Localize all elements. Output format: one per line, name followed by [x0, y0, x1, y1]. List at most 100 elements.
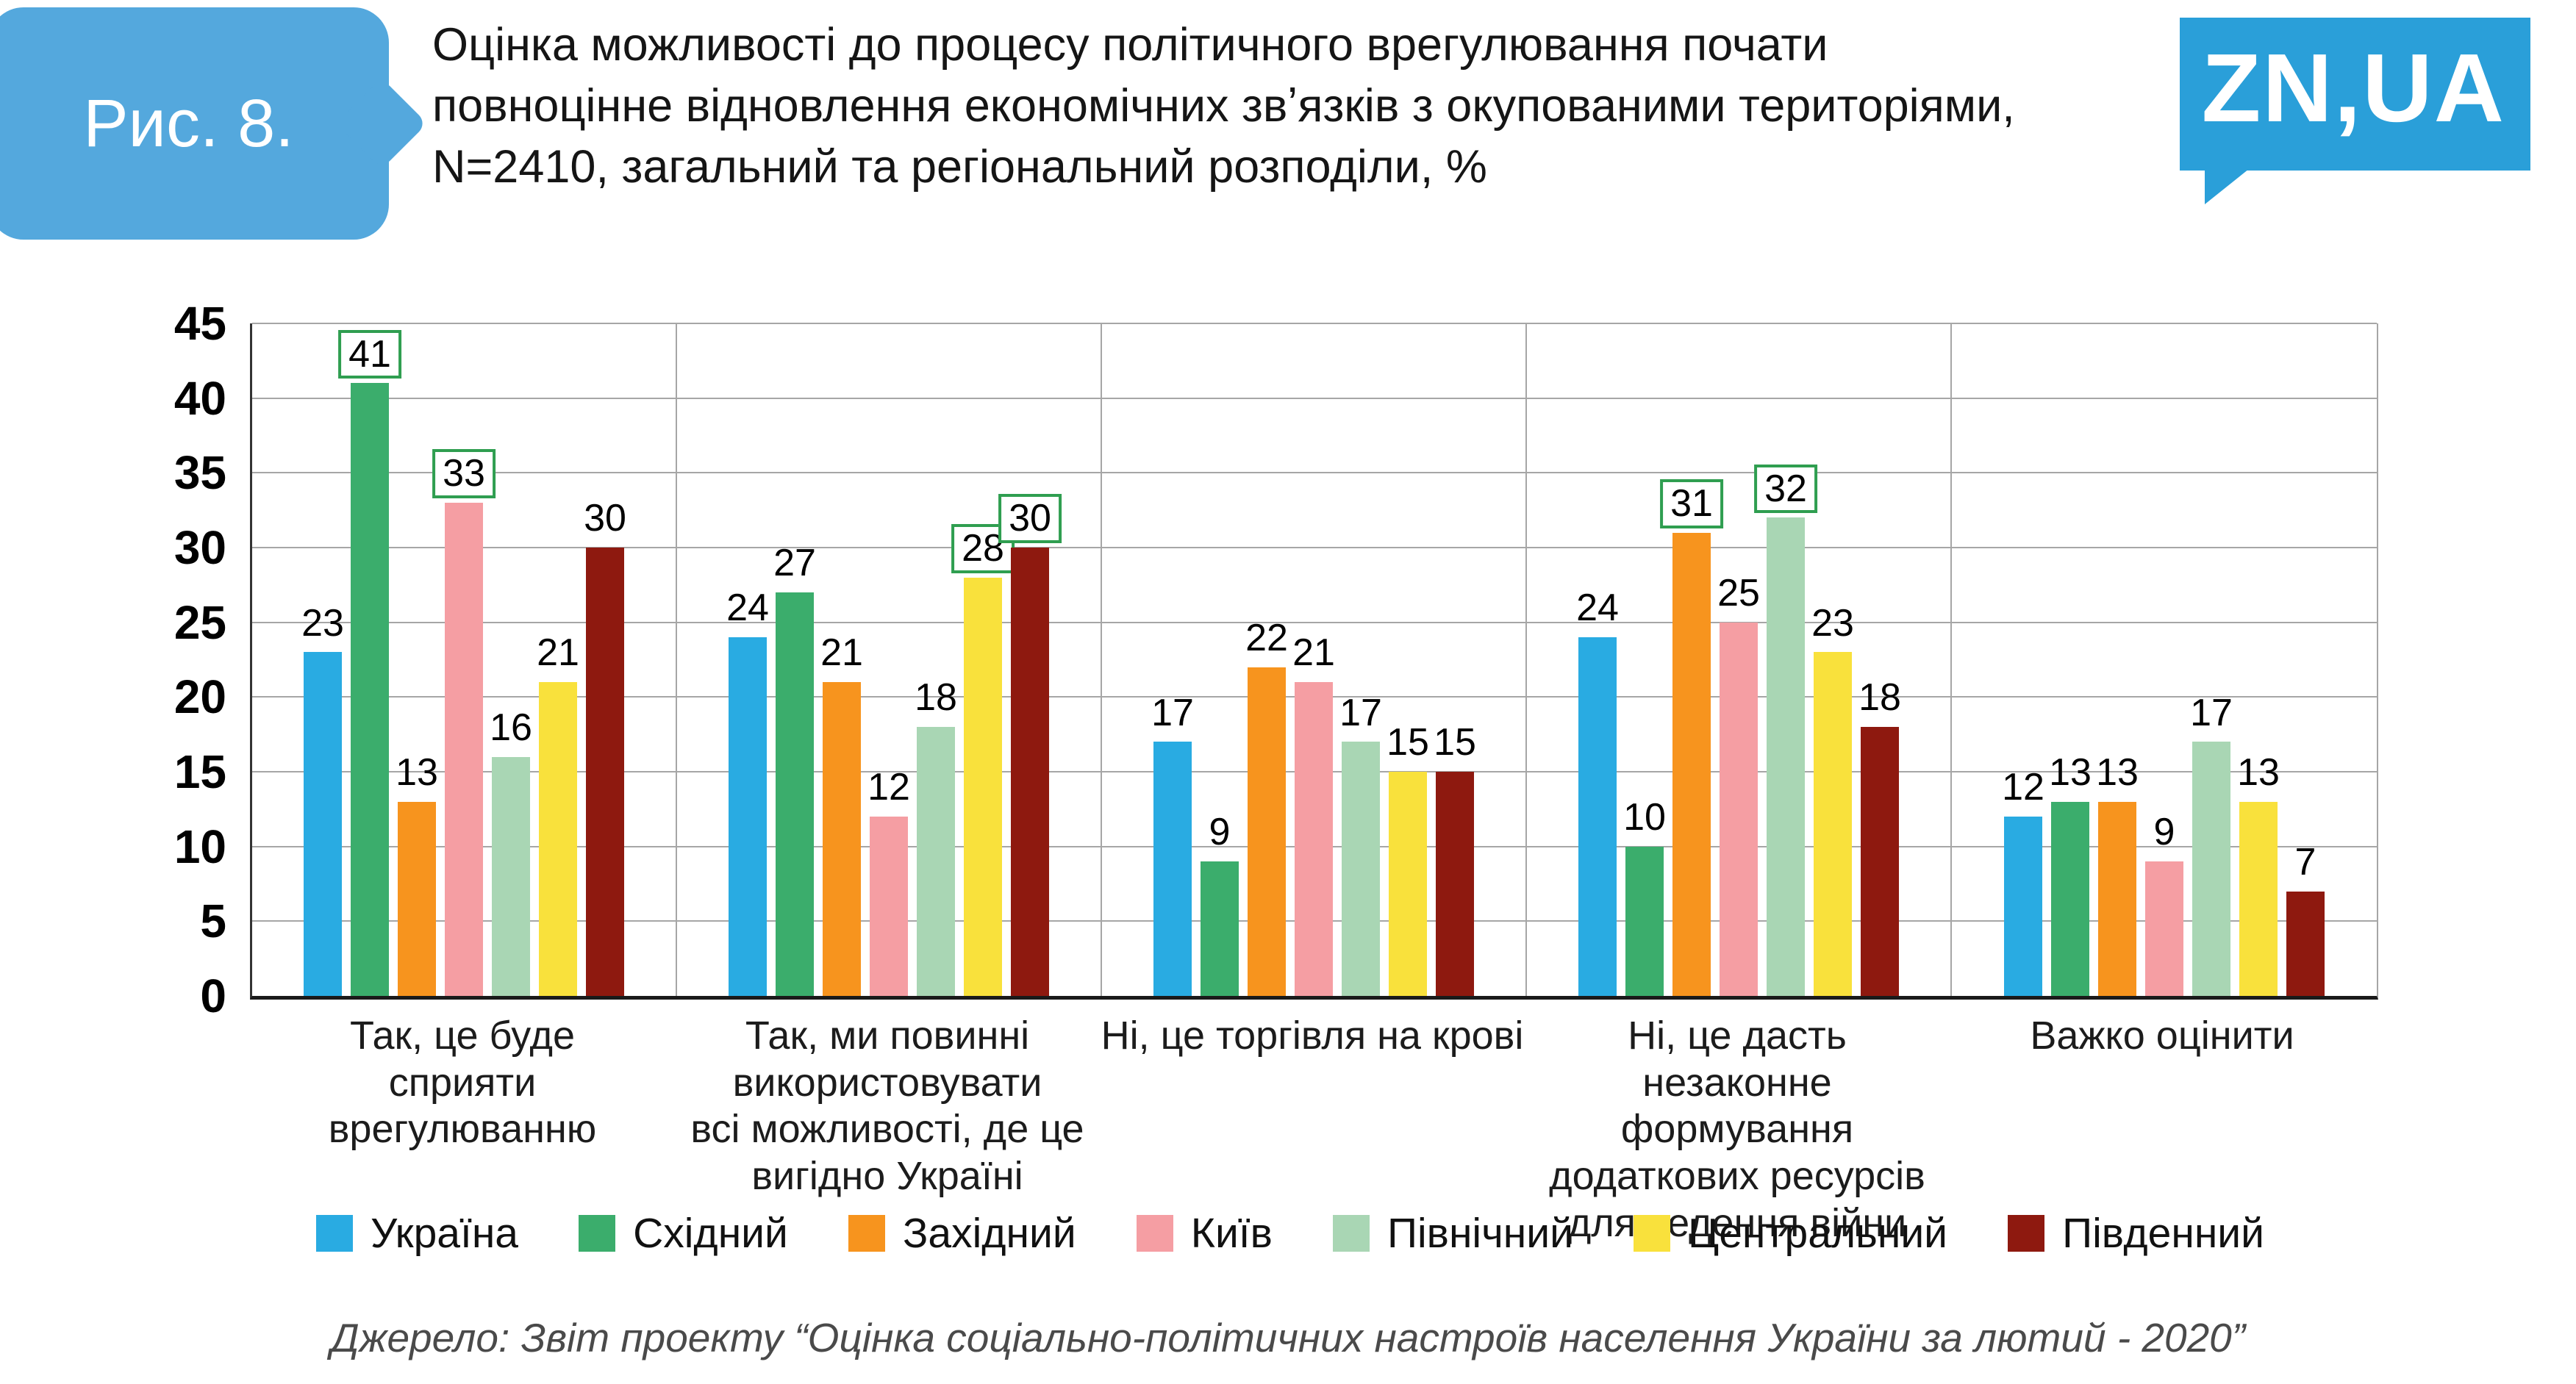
legend-label: Південний: [2062, 1210, 2264, 1257]
bar: 12: [867, 767, 910, 996]
bar: 32: [1754, 464, 1817, 996]
plot-area: 23 41 13 33 16 21 30 24 27 21 12 18 28 30 17 9 22 21 17 15 1…: [250, 323, 2378, 1000]
gridline: [252, 397, 2377, 399]
x-axis-labels: Так, це буде сприяти врегулюванню Так, ми…: [250, 1013, 2375, 1247]
bar: 17: [1339, 693, 1382, 996]
y-tick-label: 40: [173, 371, 226, 425]
bar: 33: [432, 449, 495, 996]
legend-label: Україна: [371, 1210, 519, 1257]
bar-value-label: 21: [1292, 631, 1335, 675]
y-tick-label: 0: [200, 969, 226, 1022]
bar-value-label: 10: [1623, 796, 1666, 839]
bar-value-label: 9: [1209, 811, 1231, 854]
bar-value-label: 13: [2096, 751, 2139, 795]
bar: 21: [537, 633, 579, 996]
bar-group: 24 10 31 25 32 23 18: [1527, 323, 1952, 996]
legend-item: Південний: [2008, 1209, 2264, 1258]
bar: 30: [584, 498, 626, 996]
legend-item: Східний: [579, 1209, 788, 1258]
legend-item: Україна: [316, 1209, 518, 1258]
bar-value-label: 24: [726, 587, 769, 630]
figure-badge: Рис. 8.: [0, 7, 428, 240]
bar-value-label: 13: [396, 751, 438, 795]
bar: 13: [2237, 753, 2280, 996]
legend-item: Київ: [1136, 1209, 1273, 1258]
bar-value-label: 12: [867, 766, 910, 809]
bar-value-label: 30: [998, 494, 1062, 544]
legend-swatch: [1136, 1215, 1173, 1252]
legend-label: Центральний: [1688, 1210, 1948, 1257]
legend-label: Західний: [902, 1210, 1076, 1257]
bar-value-label: 33: [432, 449, 495, 498]
bar-group: 23 41 13 33 16 21 30: [252, 323, 677, 996]
bar: 25: [1717, 573, 1760, 996]
bar-group: 12 13 13 9 17 13 7: [1952, 323, 2377, 996]
bar-value-label: 23: [301, 601, 344, 645]
bar-value-label: 13: [2237, 751, 2280, 795]
legend-swatch: [1333, 1215, 1370, 1252]
bar-value-label: 30: [584, 497, 626, 540]
bar-value-label: 32: [1754, 464, 1817, 514]
legend-swatch: [579, 1215, 616, 1252]
bar-value-label: 27: [773, 542, 816, 585]
bar-value-label: 9: [2153, 811, 2175, 854]
y-axis: 0 5 10 15 20 25 30 35 40 45: [0, 300, 234, 1019]
gridline: [252, 547, 2377, 549]
figure-badge-arrow-icon: [335, 77, 428, 170]
bar-value-label: 18: [1858, 676, 1901, 720]
bar-value-label: 41: [338, 329, 401, 379]
legend-label: Київ: [1190, 1210, 1273, 1257]
bar: 18: [1858, 678, 1901, 996]
gridline: [252, 621, 2377, 623]
bar-value-label: 24: [1576, 587, 1619, 630]
gridline: [252, 323, 2377, 324]
bar-value-label: 21: [820, 631, 863, 675]
bar-value-label: 17: [1339, 691, 1382, 734]
bar: 31: [1660, 479, 1723, 996]
bar-value-label: 17: [1151, 691, 1194, 734]
y-tick-label: 35: [173, 446, 226, 500]
bar: 17: [2190, 693, 2233, 996]
legend-item: Західний: [848, 1209, 1076, 1258]
zn-ua-logo: ZN,UA: [2179, 18, 2530, 204]
bar: 7: [2286, 842, 2325, 996]
bar-value-label: 22: [1245, 617, 1288, 660]
bar-group: 24 27 21 12 18 28 30: [677, 323, 1102, 996]
bar: 12: [2002, 767, 2044, 996]
legend-label: Північний: [1387, 1210, 1573, 1257]
bar: 16: [490, 708, 532, 996]
bar-value-label: 17: [2190, 691, 2233, 734]
bar: 9: [1201, 812, 1239, 996]
bar: 30: [998, 494, 1062, 996]
bar-value-label: 21: [537, 631, 579, 675]
bar-value-label: 7: [2294, 841, 2316, 884]
chart-title: Оцінка можливості до процесу політичного…: [432, 19, 2015, 193]
bar: 13: [396, 753, 438, 996]
bar: 41: [338, 329, 401, 996]
legend: Україна Східний Західний Київ Північний Центр…: [316, 1209, 2264, 1258]
bar: 23: [1811, 603, 1854, 996]
bar: 22: [1245, 618, 1288, 996]
y-tick-label: 25: [173, 595, 226, 649]
category-label: Ні, це дасть незаконне формування додатк…: [1549, 1014, 1925, 1245]
bar-value-label: 18: [915, 676, 957, 720]
source-note: Джерело: Звіт проекту “Оцінка соціально-…: [330, 1315, 2246, 1360]
gridline: [252, 472, 2377, 474]
category-label: Ні, це торгівля на крові: [1101, 1014, 1524, 1058]
bar: 13: [2049, 753, 2092, 996]
bar-value-label: 15: [1434, 721, 1476, 764]
y-tick-label: 45: [173, 297, 226, 350]
bar: 27: [773, 543, 816, 996]
bar-value-label: 13: [2049, 751, 2092, 795]
bar-value-label: 25: [1717, 572, 1760, 615]
bar-value-label: 31: [1660, 479, 1723, 528]
bar: 21: [1292, 633, 1335, 996]
bar: 15: [1387, 723, 1429, 996]
y-tick-label: 15: [173, 745, 226, 799]
y-tick-label: 5: [200, 894, 226, 948]
legend-swatch: [2008, 1215, 2045, 1252]
bar-value-label: 16: [490, 706, 532, 750]
bar-group: 17 9 22 21 17 15 15: [1102, 323, 1527, 996]
legend-item: Північний: [1333, 1209, 1573, 1258]
